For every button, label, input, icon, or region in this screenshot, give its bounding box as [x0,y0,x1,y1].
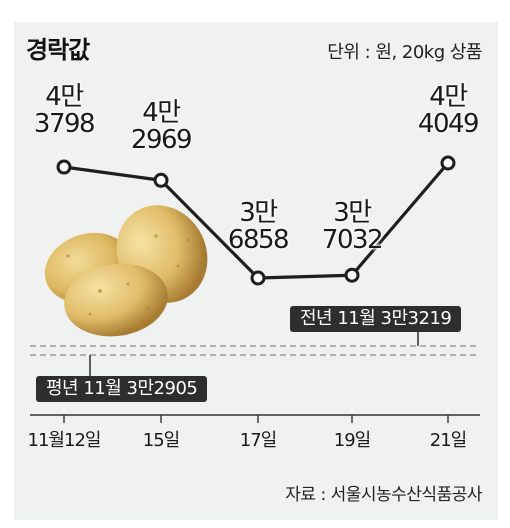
reference-label-normal-year: 평년 11월 3만2905 [36,376,208,402]
data-point [56,159,72,175]
data-point [250,270,266,286]
unit-note: 단위 : 원, 20kg 상품 [327,42,482,63]
x-tick-label: 19일 [333,430,371,451]
data-label: 3만 7032 [321,198,384,255]
data-label: 4만 2969 [130,98,193,155]
data-label: 4만 3798 [33,82,96,139]
x-tick-label: 11월12일 [27,430,102,451]
x-tick-label: 15일 [142,430,180,451]
data-label: 3만 6858 [227,198,290,255]
reference-label-last-year: 전년 11월 3만3219 [290,306,462,332]
data-point [153,172,169,188]
data-point [344,267,360,283]
x-tick-label: 17일 [239,430,277,451]
chart-title: 경락값 [26,36,90,64]
data-label: 4만 4049 [417,82,480,139]
source-note: 자료 : 서울시농수산식품공사 [285,485,482,505]
potato-illustration [38,196,228,350]
x-tick-label: 21일 [429,430,467,451]
data-point [440,155,456,171]
